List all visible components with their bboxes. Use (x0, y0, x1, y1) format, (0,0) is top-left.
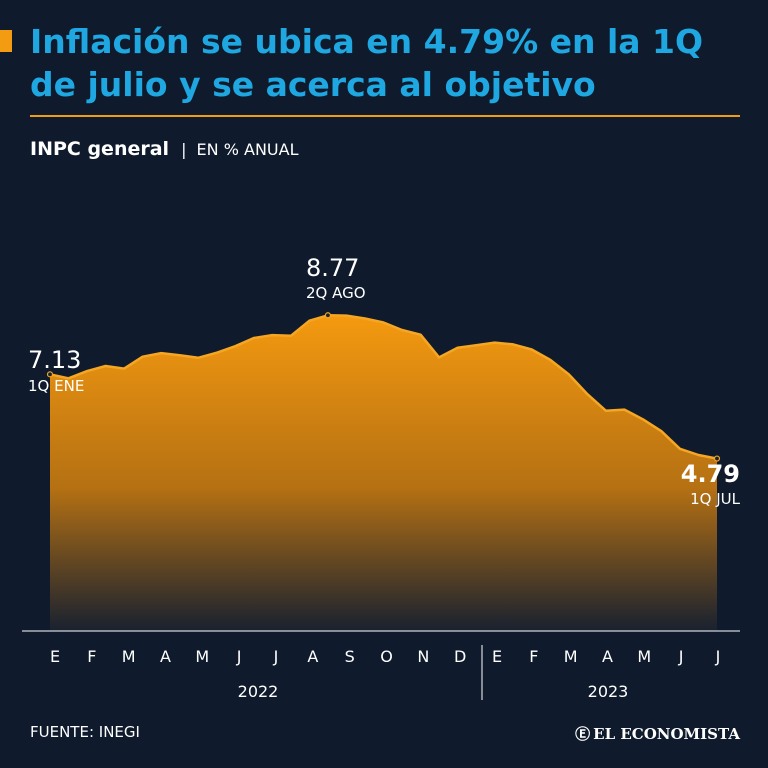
x-tick-label: J (715, 647, 721, 666)
x-tick-label: N (417, 647, 429, 666)
title-divider (30, 115, 740, 117)
year-label: 2023 (588, 682, 629, 701)
data-label-value: 8.77 (306, 254, 359, 282)
highlight-point (46, 371, 54, 378)
x-tick-label: J (678, 647, 684, 666)
data-label-period: 1Q ENE (28, 377, 84, 395)
brand-logo: Ⓔ EL ECONOMISTA (575, 723, 740, 744)
x-tick-label: A (602, 647, 613, 666)
brand-name: EL ECONOMISTA (593, 725, 740, 743)
chart-subtitle: INPC general | EN % ANUAL (30, 138, 298, 160)
highlight-point (324, 312, 332, 319)
x-tick-label: J (273, 647, 279, 666)
x-tick-label: A (160, 647, 171, 666)
x-tick-label: J (236, 647, 242, 666)
data-label-period: 1Q JUL (690, 490, 741, 508)
x-tick-label: E (50, 647, 60, 666)
x-tick-label: F (529, 647, 538, 666)
highlight-point (713, 455, 721, 462)
subtitle-separator: | (181, 140, 187, 159)
source-note: FUENTE: INEGI (30, 723, 140, 741)
data-label-value: 4.79 (681, 460, 740, 488)
unit-label: EN % ANUAL (196, 140, 299, 159)
data-label-period: 2Q AGO (306, 284, 366, 302)
x-tick-label: A (307, 647, 318, 666)
x-tick-label: S (345, 647, 355, 666)
chart-title: Inflación se ubica en 4.79% en la 1Q de … (30, 22, 704, 104)
x-tick-label: M (122, 647, 136, 666)
x-tick-label: E (492, 647, 502, 666)
logo-e-icon: Ⓔ (575, 725, 591, 743)
title-accent-bar (0, 30, 12, 52)
x-tick-label: D (454, 647, 466, 666)
series-name: INPC general (30, 138, 170, 160)
x-tick-label: M (564, 647, 578, 666)
data-label-value: 7.13 (28, 346, 81, 374)
series-line (49, 314, 718, 460)
x-tick-label: F (87, 647, 96, 666)
year-label: 2022 (238, 682, 279, 701)
area-fill (50, 315, 717, 631)
x-tick-label: M (195, 647, 209, 666)
x-tick-label: O (380, 647, 393, 666)
x-tick-label: M (637, 647, 651, 666)
